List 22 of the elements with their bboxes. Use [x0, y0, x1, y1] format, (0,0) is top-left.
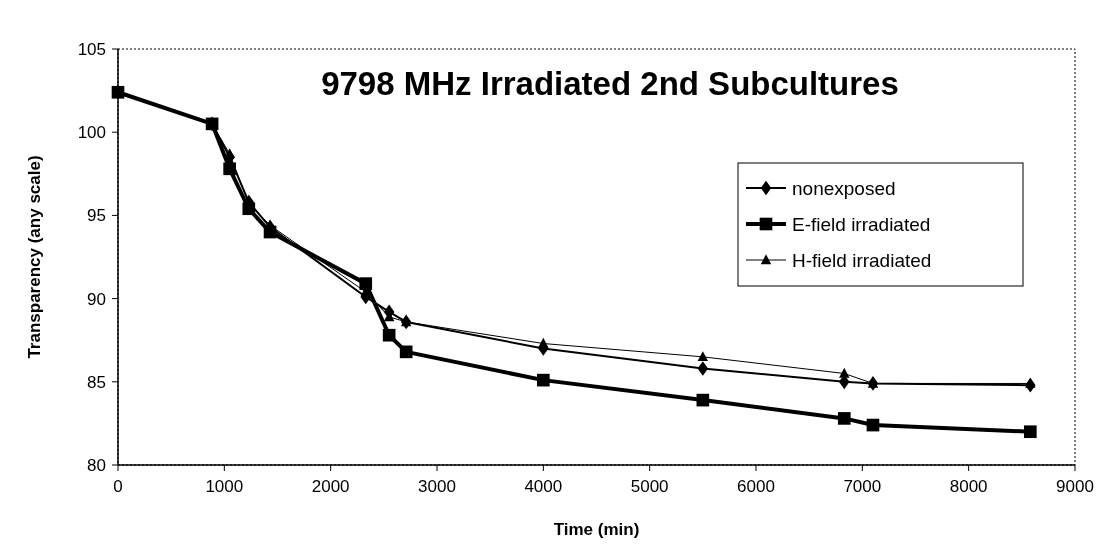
legend-label: H-field irradiated: [792, 250, 932, 271]
x-axis-title: Time (min): [553, 520, 640, 539]
x-tick-label: 2000: [311, 477, 350, 496]
y-tick-label: 100: [77, 123, 106, 143]
legend-label: nonexposed: [792, 178, 896, 199]
legend-label: E-field irradiated: [792, 214, 931, 235]
y-tick-label: 85: [87, 372, 106, 392]
text: 9798 MHz Irradiated 2nd Subcultures: [321, 65, 899, 102]
y-axis-title: Transparency (any scale): [25, 155, 44, 359]
x-tick-label: 0: [113, 477, 123, 496]
x-tick-label: 1000: [205, 477, 244, 496]
y-tick-label: 95: [87, 206, 106, 226]
x-tick-label: 8000: [949, 477, 988, 496]
y-tick-label: 80: [87, 456, 106, 475]
x-tick-label: 5000: [630, 477, 669, 496]
x-tick-label: 7000: [843, 477, 882, 496]
x-tick-label: 9000: [1056, 477, 1094, 496]
y-tick-label: 90: [87, 289, 106, 309]
x-tick-label: 4000: [524, 477, 563, 496]
y-tick-label: 105: [77, 40, 106, 59]
x-tick-label: 3000: [418, 477, 456, 496]
x-tick-label: 6000: [737, 477, 775, 496]
